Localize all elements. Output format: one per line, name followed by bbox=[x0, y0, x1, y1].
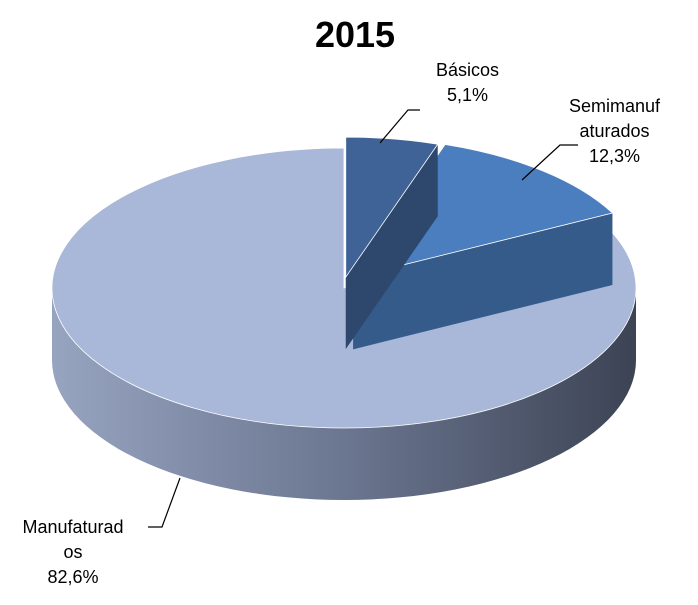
value-label: 12,3% bbox=[588, 146, 641, 166]
slice-label: Manufaturados 82,6% bbox=[18, 515, 128, 590]
pie bbox=[51, 136, 637, 500]
value-label: 5,1% bbox=[446, 85, 489, 105]
slice bbox=[51, 147, 637, 429]
slice-label: Semimanufaturados 12,3% bbox=[567, 94, 662, 169]
value-label: 82,6% bbox=[47, 567, 99, 587]
slice-face bbox=[345, 144, 438, 350]
slice-face bbox=[353, 213, 613, 350]
category-label: Manufaturados bbox=[22, 517, 124, 562]
category-label: Básicos bbox=[435, 60, 500, 80]
leader-line bbox=[148, 477, 181, 528]
slice-side bbox=[52, 288, 636, 500]
category-label: Semimanufaturados bbox=[568, 96, 661, 141]
leader-line bbox=[521, 144, 578, 181]
slice bbox=[345, 136, 439, 279]
slice-label: Básicos 5,1% bbox=[420, 58, 515, 108]
chart-title: 2015 bbox=[314, 14, 396, 55]
leader-line bbox=[379, 109, 420, 144]
